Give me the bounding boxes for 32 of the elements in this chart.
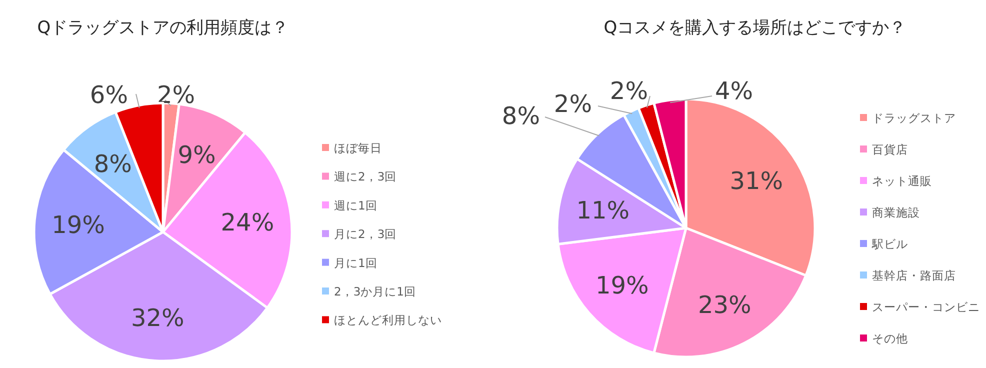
data-label: 19% bbox=[595, 271, 649, 300]
legend-label: 基幹店・路面店 bbox=[872, 268, 956, 282]
legend-label: 月に1回 bbox=[334, 256, 378, 270]
data-label: 4% bbox=[715, 77, 754, 105]
legend-label: 商業施設 bbox=[872, 206, 920, 220]
data-label: 31% bbox=[730, 167, 784, 196]
data-label: 6% bbox=[90, 81, 128, 109]
legend-label: 駅ビル bbox=[871, 237, 908, 251]
data-label: 24% bbox=[220, 208, 274, 236]
legend-label: 2，3か月に1回 bbox=[334, 284, 416, 298]
chart-title: Qコスメを購入する場所はどこですか？ bbox=[604, 18, 906, 38]
data-label: 2% bbox=[554, 90, 592, 118]
legend-label: その他 bbox=[872, 332, 908, 346]
data-label: 9% bbox=[178, 140, 216, 169]
data-label: 19% bbox=[52, 210, 105, 239]
data-label: 2% bbox=[157, 81, 196, 109]
legend-label: 週に1回 bbox=[334, 198, 378, 212]
data-label: 23% bbox=[698, 290, 752, 319]
data-label: 11% bbox=[576, 196, 630, 224]
legend-label: ドラッグストア bbox=[872, 111, 956, 125]
legend-label: 月に2，3回 bbox=[334, 227, 397, 242]
chart-title: Qドラッグストアの利用頻度は？ bbox=[37, 18, 289, 38]
legend-label: 週に2，3回 bbox=[334, 170, 397, 184]
legend-label: ほぼ毎日 bbox=[334, 141, 382, 155]
data-label: 2% bbox=[610, 77, 648, 105]
legend-label: ネット通販 bbox=[872, 174, 932, 188]
legend-label: スーパー・コンビニ bbox=[872, 300, 980, 314]
data-label: 8% bbox=[94, 150, 132, 178]
data-label: 32% bbox=[130, 304, 184, 332]
data-label: 8% bbox=[502, 102, 540, 130]
legend-label: 百貨店 bbox=[872, 142, 908, 156]
legend-label: ほとんど利用しない bbox=[334, 313, 442, 328]
